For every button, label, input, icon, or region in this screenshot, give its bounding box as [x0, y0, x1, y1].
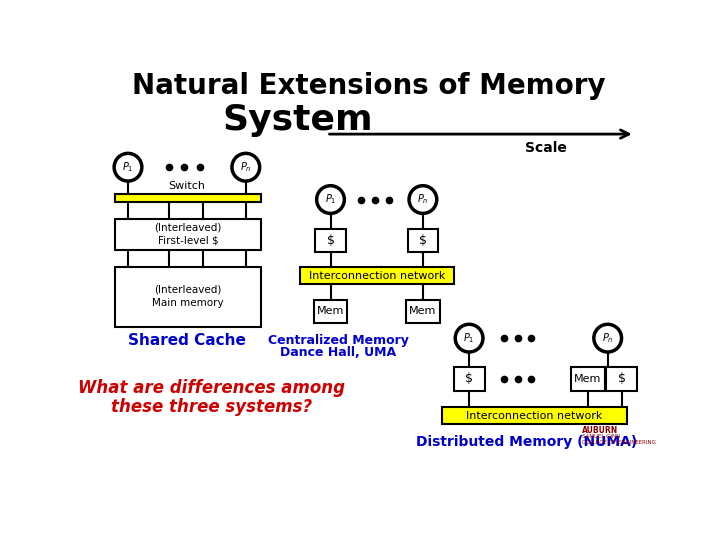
Text: $: $: [419, 234, 427, 247]
Text: System: System: [223, 103, 374, 137]
Bar: [442, 408, 627, 424]
Circle shape: [114, 153, 142, 181]
Bar: [454, 367, 485, 390]
Bar: [315, 229, 346, 252]
Text: Centralized Memory: Centralized Memory: [268, 334, 409, 347]
Bar: [115, 219, 261, 249]
Text: What are differences among: What are differences among: [78, 379, 345, 397]
Bar: [406, 300, 440, 323]
Text: $P_1$: $P_1$: [325, 193, 336, 206]
Text: Natural Extensions of Memory: Natural Extensions of Memory: [132, 72, 606, 100]
Text: these three systems?: these three systems?: [111, 399, 312, 416]
Text: $: $: [326, 234, 335, 247]
Text: $P_1$: $P_1$: [122, 160, 134, 174]
Text: Shared Cache: Shared Cache: [127, 333, 246, 348]
Text: Dance Hall, UMA: Dance Hall, UMA: [280, 346, 396, 359]
Text: $P_n$: $P_n$: [602, 331, 613, 345]
Text: SAMUEL GINN
COLLEGE OF ENGINEERING: SAMUEL GINN COLLEGE OF ENGINEERING: [582, 434, 656, 446]
Text: Interconnection network: Interconnection network: [467, 411, 603, 421]
Text: Mem: Mem: [574, 374, 601, 384]
Circle shape: [455, 325, 483, 352]
Bar: [314, 300, 348, 323]
Circle shape: [317, 186, 344, 213]
Text: Mem: Mem: [409, 306, 436, 316]
Text: Scale: Scale: [525, 141, 567, 155]
Bar: [300, 267, 454, 284]
Text: (Interleaved)
First-level $: (Interleaved) First-level $: [154, 222, 222, 246]
Text: Switch: Switch: [168, 181, 205, 192]
Text: (Interleaved)
Main memory: (Interleaved) Main memory: [152, 285, 224, 308]
Text: $P_n$: $P_n$: [240, 160, 252, 174]
Text: $P_n$: $P_n$: [417, 193, 428, 206]
Bar: [571, 367, 605, 390]
Bar: [606, 367, 637, 390]
Text: $: $: [465, 373, 473, 386]
Text: Distributed Memory (NUMA): Distributed Memory (NUMA): [416, 435, 637, 449]
Bar: [115, 194, 261, 202]
Text: $: $: [618, 373, 626, 386]
Bar: [408, 229, 438, 252]
Bar: [115, 267, 261, 327]
Text: Mem: Mem: [317, 306, 344, 316]
Circle shape: [409, 186, 437, 213]
Text: AUBURN: AUBURN: [582, 426, 618, 435]
Text: Interconnection network: Interconnection network: [308, 271, 445, 281]
Circle shape: [594, 325, 621, 352]
Circle shape: [232, 153, 260, 181]
Text: $P_1$: $P_1$: [464, 331, 475, 345]
